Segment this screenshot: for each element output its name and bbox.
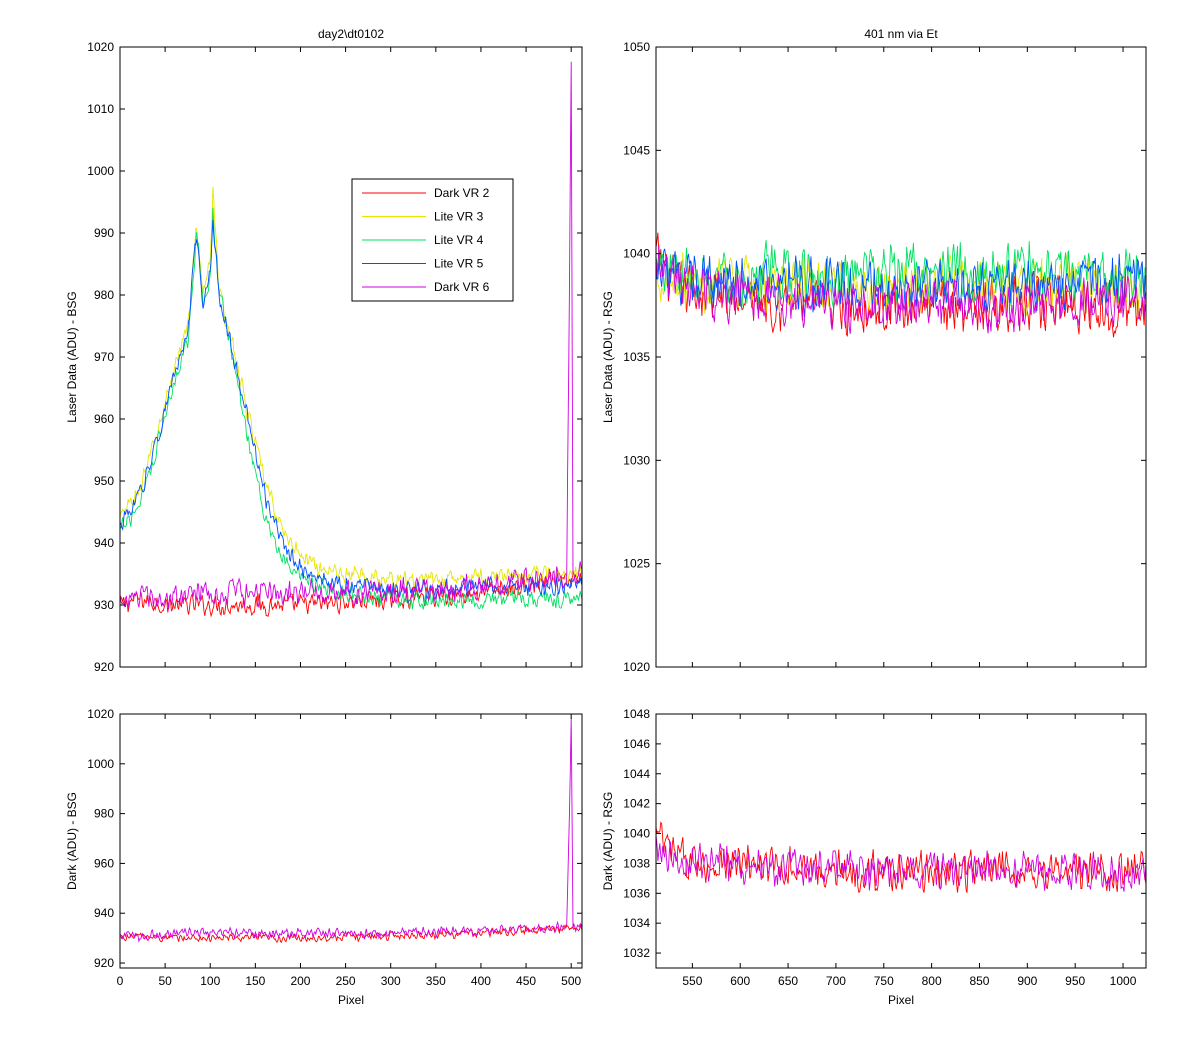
legend-label-lite-vr-4: Lite VR 4 — [434, 233, 484, 247]
x-tick-label: 50 — [158, 974, 172, 988]
y-axis-label: Dark (ADU) - RSG — [601, 792, 615, 891]
x-tick-label: 400 — [471, 974, 491, 988]
series-line-dark-vr-6 — [120, 718, 582, 943]
legend-label-lite-vr-3: Lite VR 3 — [434, 210, 484, 224]
y-tick-label: 940 — [94, 536, 114, 550]
y-tick-label: 1025 — [623, 557, 650, 571]
y-tick-label: 1038 — [623, 856, 650, 870]
x-tick-label: 100 — [200, 974, 220, 988]
y-tick-label: 1036 — [623, 886, 650, 900]
y-tick-label: 1000 — [87, 164, 114, 178]
x-tick-label: 1000 — [1110, 974, 1137, 988]
y-tick-label: 1034 — [623, 916, 650, 930]
y-tick-label: 920 — [94, 660, 114, 674]
y-tick-label: 970 — [94, 350, 114, 364]
x-tick-label: 850 — [969, 974, 989, 988]
series-line-dark-vr-6 — [656, 245, 1146, 334]
axes-box — [655, 46, 1147, 668]
legend: Dark VR 2 Lite VR 3 Lite VR 4 Lite VR 5 Dark… — [351, 178, 514, 302]
x-axis-label: Pixel — [338, 993, 364, 1007]
x-tick-label: 250 — [336, 974, 356, 988]
rsg-laser-panel: 1020 1025 1030 1035 1040 1045 1050 401 nm via E… — [601, 27, 1147, 674]
y-axis-label: Laser Data (ADU) - BSG — [65, 291, 79, 422]
y-tick-label: 1000 — [87, 757, 114, 771]
x-tick-label: 900 — [1017, 974, 1037, 988]
y-tick-label: 980 — [94, 288, 114, 302]
axes-box — [119, 46, 583, 668]
y-tick-label: 1040 — [623, 827, 650, 841]
y-tick-label: 1045 — [623, 143, 650, 157]
y-tick-label: 1030 — [623, 453, 650, 467]
rsg-dark-panel: 550 600 650 700 750 800 850 900 950 1000 1032 1034 1… — [601, 707, 1147, 1007]
x-tick-label: 600 — [730, 974, 750, 988]
legend-label-dark-vr-2: Dark VR 2 — [434, 186, 490, 200]
x-tick-label: 450 — [516, 974, 536, 988]
y-tick-label: 980 — [94, 807, 114, 821]
series-line-dark-vr-2 — [120, 923, 582, 944]
legend-label-lite-vr-5: Lite VR 5 — [434, 257, 484, 271]
x-axis-label: Pixel — [888, 993, 914, 1007]
x-tick-label: 150 — [245, 974, 265, 988]
y-tick-label: 930 — [94, 598, 114, 612]
legend-label-dark-vr-6: Dark VR 6 — [434, 280, 490, 294]
y-tick-label: 1040 — [623, 247, 650, 261]
y-tick-label: 1020 — [87, 707, 114, 721]
y-axis-label: Dark (ADU) - BSG — [65, 792, 79, 890]
y-tick-label: 990 — [94, 226, 114, 240]
x-tick-label: 950 — [1065, 974, 1085, 988]
y-tick-label: 1048 — [623, 707, 650, 721]
y-tick-label: 1042 — [623, 797, 650, 811]
chart-title: day2\dt0102 — [318, 27, 384, 41]
series-line-lite-vr-5 — [120, 219, 582, 601]
y-tick-label: 1046 — [623, 737, 650, 751]
x-tick-label: 800 — [922, 974, 942, 988]
y-tick-label: 950 — [94, 474, 114, 488]
x-tick-label: 550 — [682, 974, 702, 988]
series-line-dark-vr-6 — [120, 61, 582, 610]
x-tick-label: 650 — [778, 974, 798, 988]
bsg-dark-panel: 0 50 100 150 200 250 300 350 400 450 500 920 940 960 9… — [65, 707, 583, 1007]
series-line-dark-vr-2 — [656, 232, 1146, 338]
x-tick-label: 300 — [381, 974, 401, 988]
y-tick-label: 1044 — [623, 767, 650, 781]
y-tick-label: 940 — [94, 906, 114, 920]
x-tick-label: 750 — [874, 974, 894, 988]
x-tick-label: 500 — [561, 974, 581, 988]
y-tick-label: 960 — [94, 856, 114, 870]
y-tick-label: 920 — [94, 956, 114, 970]
y-tick-label: 1050 — [623, 40, 650, 54]
axes-box — [655, 713, 1147, 969]
x-tick-label: 200 — [290, 974, 310, 988]
y-axis-label: Laser Data (ADU) - RSG — [601, 291, 615, 423]
chart-title: 401 nm via Et — [864, 27, 938, 41]
axes-box — [119, 713, 583, 969]
series-line-dark-vr-6 — [656, 834, 1146, 892]
y-tick-label: 1010 — [87, 102, 114, 116]
y-tick-label: 1020 — [623, 660, 650, 674]
x-tick-label: 700 — [826, 974, 846, 988]
bsg-laser-panel: 920 930 940 950 960 970 980 990 1000 1010 1020 day2… — [65, 27, 583, 674]
y-tick-label: 960 — [94, 412, 114, 426]
y-tick-label: 1032 — [623, 946, 650, 960]
y-tick-label: 1020 — [87, 40, 114, 54]
x-tick-label: 350 — [426, 974, 446, 988]
x-tick-label: 0 — [117, 974, 124, 988]
y-tick-label: 1035 — [623, 350, 650, 364]
